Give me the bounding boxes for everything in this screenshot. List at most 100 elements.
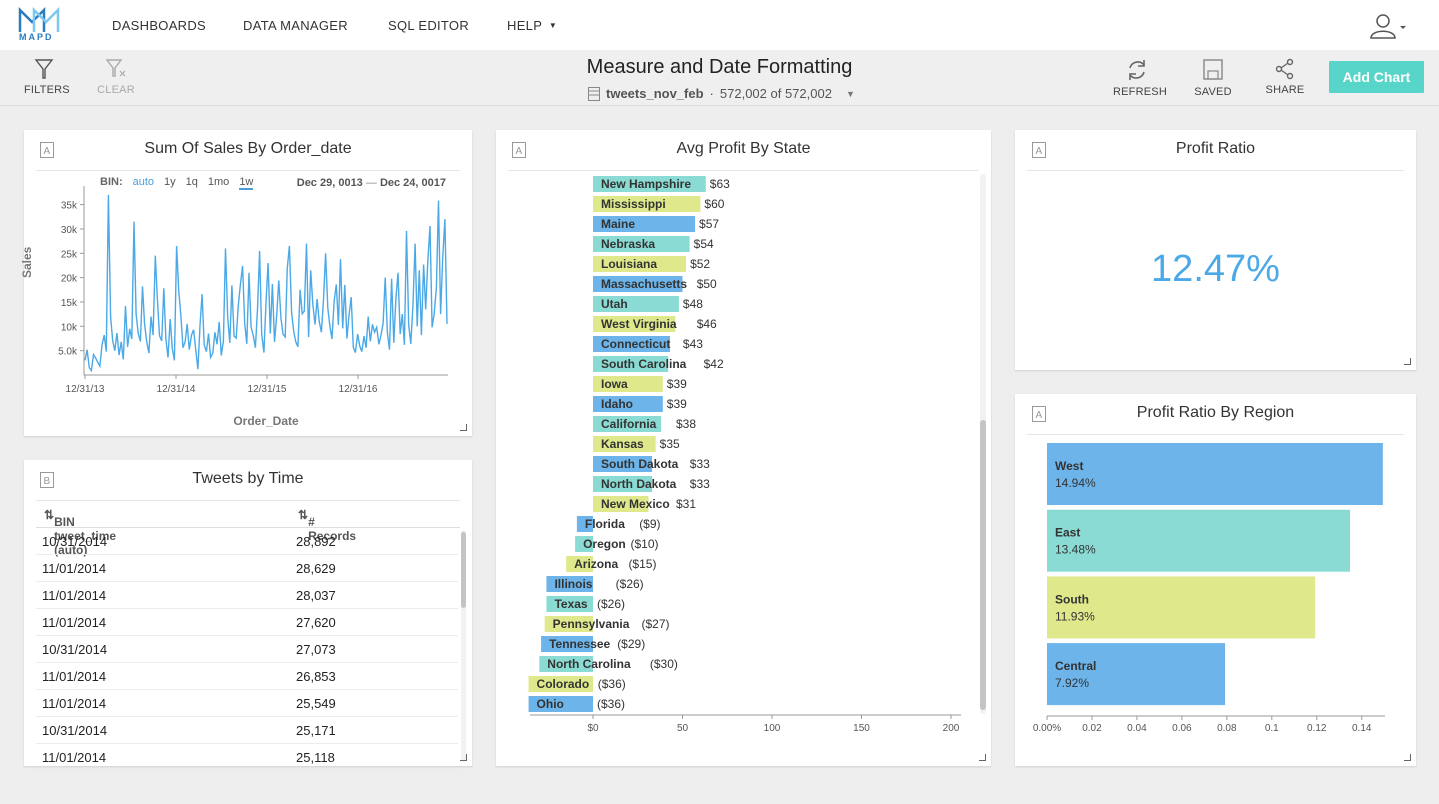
bar-florida [576, 516, 593, 532]
nav-sql-editor[interactable]: SQL EDITOR [388, 18, 470, 33]
bar-chart-panel: A Avg Profit By State New Hampshire $63 Mi… [496, 130, 991, 766]
share-label: SHARE [1265, 84, 1305, 96]
bar-category-label: New Mexico [601, 497, 670, 511]
table-row[interactable]: 11/01/2014 25,118 [36, 744, 458, 771]
nav-dashboards[interactable]: DASHBOARDS [112, 18, 207, 33]
table-row[interactable]: 10/31/2014 28,892 [36, 528, 458, 555]
column-header-records[interactable]: ⇅ # Records [298, 508, 357, 543]
panel-title[interactable]: Sum Of Sales By Order_date [144, 140, 352, 157]
x-tick-label: 0.08 [1217, 723, 1237, 734]
y-tick-label: 20k [61, 274, 78, 285]
bar-illinois [546, 576, 593, 592]
table-row[interactable]: 11/01/2014 28,037 [36, 582, 458, 609]
scrollbar-thumb[interactable] [980, 420, 986, 710]
x-tick-label: 12/31/16 [339, 384, 378, 395]
date-start[interactable]: Dec 29, 0013 [296, 177, 363, 189]
chart-type-icon[interactable]: A [1032, 142, 1046, 158]
bar-idaho [593, 396, 663, 412]
bin-auto[interactable]: auto [132, 176, 155, 188]
bar-category-label: Florida [585, 517, 625, 531]
mapd-logo[interactable] [18, 6, 62, 46]
dashboard-title[interactable]: Measure and Date Formatting [586, 56, 853, 78]
bar-north-carolina [539, 656, 593, 672]
column-header-bin[interactable]: ⇅ BIN tweet_time (auto) [44, 508, 117, 557]
nav-help-label: HELP [507, 18, 542, 33]
bin-1mo[interactable]: 1mo [207, 176, 230, 188]
bar-category-label: Texas [554, 597, 587, 611]
panel-title[interactable]: Profit Ratio [1175, 140, 1256, 157]
bin-1w[interactable]: 1w [239, 176, 254, 190]
bar-value-label: $50 [697, 277, 717, 291]
chart-type-icon[interactable]: A [512, 142, 526, 158]
bar-west-virginia [593, 316, 676, 332]
bar-category-label: Arizona [574, 557, 618, 571]
bar-category-label: Idaho [601, 397, 633, 411]
bar-louisiana [593, 256, 687, 272]
bar-category-label: Maine [601, 217, 635, 231]
bar-mississippi [593, 196, 701, 212]
y-tick-label: 25k [61, 249, 78, 260]
divider [1027, 434, 1404, 435]
panel-title[interactable]: Avg Profit By State [676, 140, 811, 157]
user-icon[interactable] [1370, 13, 1406, 39]
date-end[interactable]: Dec 24, 0017 [379, 177, 446, 189]
scrollbar-track[interactable] [461, 530, 466, 762]
chart-type-icon[interactable]: A [40, 142, 54, 158]
table-row[interactable]: 11/01/2014 27,620 [36, 609, 458, 636]
line-chart[interactable]: 5.0k 10k 15k 20k 25k 30k 35k 12/31/13 12/31/14 12… [24, 130, 472, 436]
add-chart-button[interactable]: Add Chart [1329, 61, 1424, 93]
bar-category-label: South Carolina [601, 357, 687, 371]
chevron-down-icon: ▼ [845, 88, 855, 99]
x-tick-label: 0.04 [1127, 723, 1147, 734]
cell-records: 27,073 [296, 642, 336, 657]
table-row[interactable]: 10/31/2014 27,073 [36, 636, 458, 663]
chart-type-icon[interactable]: A [1032, 406, 1046, 422]
bar-value-label: $63 [710, 177, 730, 191]
cell-tweet-time: 11/01/2014 [42, 561, 107, 576]
cell-tweet-time: 11/01/2014 [42, 750, 107, 765]
panel-title[interactable]: Tweets by Time [192, 470, 304, 487]
y-tick-label: 10k [61, 322, 78, 333]
bar-value-label: ($26) [597, 597, 625, 611]
y-tick-label: 35k [61, 201, 78, 212]
region-bar-chart[interactable]: West 14.94% East 13.48% South 11.93% Central 7.… [1015, 394, 1416, 766]
share-button[interactable]: SHARE [1264, 58, 1306, 96]
region-value-label: 13.48% [1055, 543, 1096, 557]
bar-pennsylvania [544, 616, 593, 632]
resize-handle[interactable] [460, 754, 467, 761]
bar-value-label: $48 [683, 297, 703, 311]
panel-title[interactable]: Profit Ratio By Region [1136, 404, 1295, 421]
x-tick-label: 0.14 [1352, 723, 1372, 734]
bar-ohio [528, 696, 593, 712]
nav-help[interactable]: HELP ▼ [507, 18, 557, 33]
share-icon [1275, 58, 1294, 80]
refresh-button[interactable]: REFRESH [1113, 58, 1167, 98]
scrollbar-thumb[interactable] [461, 532, 466, 608]
chart-type-icon[interactable]: B [40, 472, 54, 488]
resize-handle[interactable] [1404, 358, 1411, 365]
bar-new-mexico [593, 496, 649, 512]
clear-button[interactable]: CLEAR [96, 58, 136, 96]
x-tick-label: 0.06 [1172, 723, 1192, 734]
resize-handle[interactable] [460, 424, 467, 431]
filters-button[interactable]: FILTERS [24, 58, 70, 96]
table-row[interactable]: 11/01/2014 25,549 [36, 690, 458, 717]
data-source-selector[interactable]: tweets_nov_feb · 572,002 of 572,002 ▼ [588, 86, 855, 101]
bar-value-label: $38 [676, 417, 696, 431]
table-row[interactable]: 11/01/2014 26,853 [36, 663, 458, 690]
cell-tweet-time: 11/01/2014 [42, 588, 107, 603]
bin-1q[interactable]: 1q [185, 176, 198, 188]
resize-handle[interactable] [1404, 754, 1411, 761]
bar-chart[interactable]: New Hampshire $63 Mississippi $60 Maine $57 Ne… [496, 130, 991, 766]
bar-category-label: New Hampshire [601, 177, 691, 191]
table-row[interactable]: 11/01/2014 28,629 [36, 555, 458, 582]
svg-text:A: A [44, 146, 51, 157]
nav-data-manager[interactable]: DATA MANAGER [243, 18, 348, 33]
cell-records: 26,853 [296, 669, 336, 684]
table-row[interactable]: 10/31/2014 25,171 [36, 717, 458, 744]
resize-handle[interactable] [979, 754, 986, 761]
bin-1y[interactable]: 1y [164, 176, 176, 188]
saved-button[interactable]: SAVED [1192, 58, 1234, 98]
bar-category-label: Mississippi [601, 197, 666, 211]
region-label: West [1055, 459, 1083, 473]
